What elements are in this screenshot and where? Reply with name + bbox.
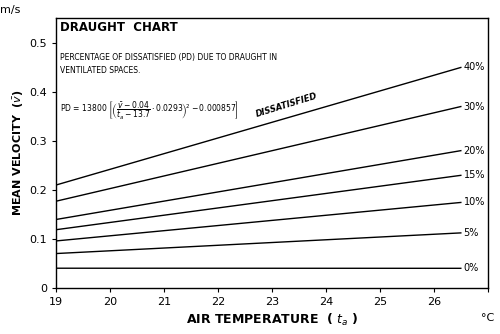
- Text: DISSATISFIED: DISSATISFIED: [255, 91, 318, 119]
- Text: 40%: 40%: [464, 62, 485, 72]
- X-axis label: AIR TEMPERATURE  ( $t_a$ ): AIR TEMPERATURE ( $t_a$ ): [186, 312, 358, 328]
- Text: m/s: m/s: [0, 5, 20, 15]
- Text: PERCENTAGE OF DISSATISFIED (PD) DUE TO DRAUGHT IN
VENTILATED SPACES.: PERCENTAGE OF DISSATISFIED (PD) DUE TO D…: [60, 53, 278, 75]
- Text: 20%: 20%: [464, 146, 485, 156]
- Text: 15%: 15%: [464, 170, 485, 180]
- Text: 0%: 0%: [464, 263, 479, 273]
- Text: °C: °C: [481, 313, 494, 323]
- Y-axis label: MEAN VELOCITY  ($\bar{v}$): MEAN VELOCITY ($\bar{v}$): [12, 90, 26, 216]
- Text: DRAUGHT  CHART: DRAUGHT CHART: [60, 21, 178, 34]
- Text: 30%: 30%: [464, 102, 485, 112]
- Text: 10%: 10%: [464, 197, 485, 207]
- Text: PD = 13800 $\left[\left(\dfrac{\bar{v}-0.04}{t_a-13.7}\cdot0.0293\right)^{\!2}-0: PD = 13800 $\left[\left(\dfrac{\bar{v}-0…: [60, 99, 239, 121]
- Text: 5%: 5%: [464, 228, 479, 238]
